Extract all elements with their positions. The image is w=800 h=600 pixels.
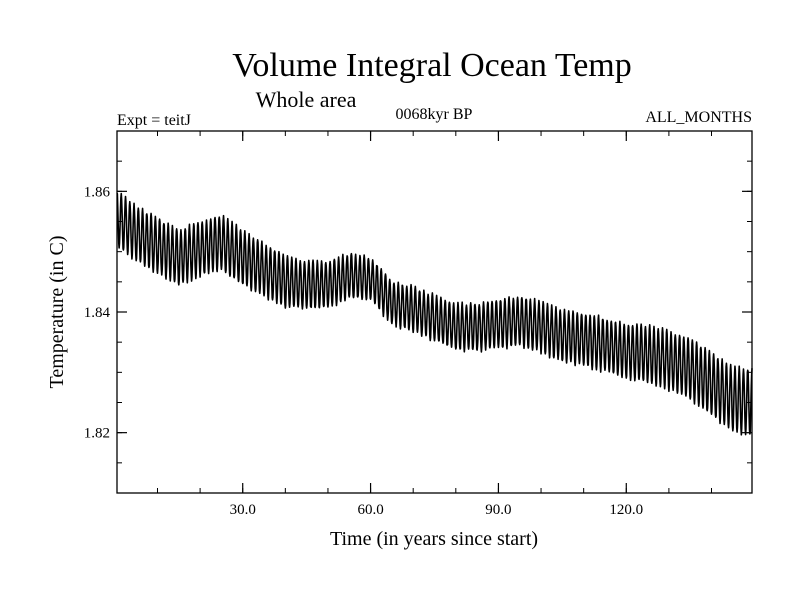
x-tick-label: 30.0 (230, 502, 256, 518)
header-right-label: ALL_MONTHS (645, 109, 752, 126)
x-tick-label: 60.0 (357, 502, 383, 518)
header-center-label: 0068kyr BP (396, 106, 473, 123)
plot-frame (116, 130, 753, 494)
y-axis-label: Temperature (in C) (46, 236, 68, 389)
header-left-label: Expt = teitJ (117, 112, 191, 129)
chart-title: Volume Integral Ocean Temp (232, 47, 632, 84)
y-tick-label: 1.86 (84, 184, 111, 200)
plot-area: 30.0 60.0 90.0 120.0 1.82 1.84 1.86 (84, 130, 753, 518)
chart-subtitle: Whole area (256, 87, 357, 112)
series-line (116, 192, 753, 436)
x-tick-label: 90.0 (485, 502, 511, 518)
x-axis-label: Time (in years since start) (330, 528, 538, 550)
x-tick-label: 120.0 (609, 502, 643, 518)
y-tick-label: 1.84 (84, 305, 111, 321)
y-tick-label: 1.82 (84, 426, 110, 442)
